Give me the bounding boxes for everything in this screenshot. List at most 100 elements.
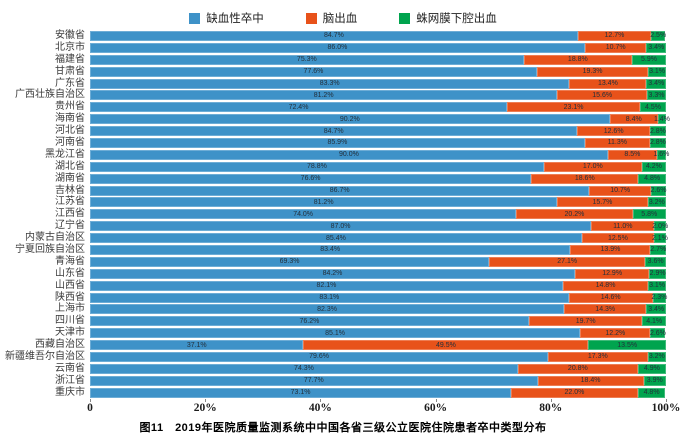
bar-segment: 90.2% [90, 114, 610, 125]
bar-segment: 81.2% [90, 197, 558, 208]
bar-segment: 2.5% [650, 30, 666, 41]
x-tick-label: 40% [308, 401, 332, 414]
y-axis-label: 湖南省 [55, 172, 85, 184]
bar-segment: 2.7% [650, 244, 666, 255]
bar-value-label: 85.1% [325, 329, 346, 337]
bar-segment: 77.6% [90, 66, 537, 77]
x-tick-mark [435, 398, 437, 402]
y-axis-label: 江西省 [55, 208, 85, 220]
bar-value-label: 84.2% [322, 270, 343, 278]
y-axis-label: 内蒙古自治区 [25, 232, 85, 244]
bar-value-label: 14.8% [595, 282, 616, 290]
bar-value-label: 4.8% [643, 389, 660, 397]
bar-segment: 18.8% [523, 54, 632, 65]
bar-value-label: 2.1% [651, 234, 668, 242]
bar-segment: 72.4% [90, 102, 508, 113]
y-axis-label: 新疆维吾尔自治区 [5, 350, 85, 362]
bar-value-label: 15.7% [592, 198, 613, 206]
bar-row: 四川省 76.2% 19.7% 4.1% [0, 315, 666, 327]
bar-segment: 1.4% [654, 114, 670, 125]
bar-track: 75.3% 18.8% 5.9% [90, 54, 666, 65]
y-axis-label: 西藏自治区 [35, 339, 85, 351]
bar-segment: 82.3% [90, 304, 565, 315]
bar-value-label: 3.4% [648, 80, 665, 87]
bar-segment: 3.4% [646, 78, 666, 89]
y-axis-label: 浙江省 [55, 374, 85, 386]
bar-value-label: 85.9% [327, 139, 348, 147]
bar-value-label: 77.6% [303, 68, 324, 76]
bar-segment: 3.2% [647, 197, 667, 208]
bar-row: 河南省 85.9% 11.3% 2.8% [0, 137, 666, 149]
bar-value-label: 15.6% [592, 91, 613, 99]
bar-segment: 3.6% [645, 256, 666, 267]
bar-segment: 84.2% [90, 268, 575, 279]
bar-segment: 18.6% [531, 173, 639, 184]
bar-value-label: 19.3% [582, 68, 603, 76]
bar-value-label: 90.2% [339, 115, 360, 123]
bar-value-label: 20.8% [567, 365, 588, 373]
bar-value-label: 3.4% [648, 44, 665, 52]
bar-segment: 4.5% [640, 102, 666, 113]
y-axis-label: 陕西省 [55, 291, 85, 303]
bar-value-label: 5.8% [641, 210, 658, 218]
bar-row: 广东省 83.3% 13.4% 3.4% [0, 78, 666, 90]
bar-value-label: 3.1% [649, 282, 666, 290]
legend-swatch-icon [189, 12, 201, 24]
bar-segment: 2.8% [649, 126, 666, 137]
y-axis-label: 河南省 [55, 136, 85, 148]
legend-item: 脑出血 [305, 10, 357, 26]
bar-segment: 12.2% [580, 328, 651, 339]
bar-segment: 11.0% [591, 221, 655, 232]
x-tick-mark [666, 398, 667, 402]
bar-segment: 1.6% [653, 149, 669, 160]
bar-segment: 3.9% [643, 375, 666, 386]
bar-value-label: 18.6% [574, 175, 595, 183]
bar-row: 贵州省 72.4% 23.1% 4.5% [0, 101, 666, 113]
chart-rows: 安徽省 84.7% 12.7% 2.5% 北京市 86.0% 10.7% 3.4% 福建省 75.… [0, 30, 670, 399]
chart-caption: 图11 2019年医院质量监测系统中中国各省三级公立医院住院患者卒中类型分布 [139, 421, 547, 434]
bar-track: 90.0% 8.5% 1.6% [90, 149, 669, 160]
bar-segment: 84.7% [90, 30, 578, 41]
bar-segment: 83.4% [90, 244, 571, 255]
bar-segment: 85.9% [90, 137, 585, 148]
bar-track: 69.3% 27.1% 3.6% [90, 256, 666, 267]
x-tick-mark [550, 398, 552, 402]
bar-value-label: 73.1% [290, 389, 311, 397]
bar-segment: 12.6% [577, 126, 650, 137]
chart: 安徽省 84.7% 12.7% 2.5% 北京市 86.0% 10.7% 3.4% 福建省 75.… [0, 30, 686, 416]
bar-segment: 4.1% [642, 316, 666, 327]
bar-segment: 22.0% [511, 387, 638, 398]
bar-value-label: 4.2% [645, 163, 662, 171]
bar-segment: 17.0% [543, 161, 642, 172]
bar-track: 85.1% 12.2% 2.6% [90, 328, 666, 339]
bar-segment: 19.7% [528, 316, 643, 327]
bar-value-label: 27.1% [557, 258, 578, 266]
bar-segment: 14.8% [562, 280, 649, 291]
bar-value-label: 3.4% [648, 305, 665, 313]
bar-value-label: 74.0% [293, 210, 314, 218]
bar-segment: 86.7% [90, 185, 590, 196]
bar-row: 河北省 84.7% 12.6% 2.8% [0, 125, 666, 137]
bar-value-label: 83.1% [319, 294, 340, 302]
bar-segment: 4.2% [641, 161, 666, 172]
bar-value-label: 8.4% [625, 115, 642, 123]
bar-row: 内蒙古自治区 85.4% 12.5% 2.1% [0, 232, 668, 244]
bar-value-label: 2.9% [649, 270, 666, 278]
bar-value-label: 12.6% [603, 127, 624, 135]
bar-value-label: 4.9% [643, 365, 660, 373]
bar-row: 江苏省 81.2% 15.7% 3.2% [0, 196, 667, 208]
bar-value-label: 10.7% [610, 187, 631, 195]
bar-segment: 13.4% [569, 78, 647, 89]
bar-value-label: 82.1% [316, 282, 337, 290]
bar-value-label: 5.9% [641, 56, 657, 64]
bar-value-label: 14.3% [595, 305, 616, 313]
bar-segment: 83.1% [90, 292, 569, 303]
bar-track: 86.0% 10.7% 3.4% [90, 42, 666, 53]
bar-segment: 8.5% [607, 149, 657, 160]
y-axis-label: 重庆市 [55, 386, 85, 398]
bar-value-label: 20.2% [564, 210, 585, 218]
bar-row: 广西壮族自治区 81.2% 15.6% 3.3% [0, 89, 667, 101]
bar-row: 天津市 85.1% 12.2% 2.6% [0, 327, 666, 339]
x-tick-label: 100% [651, 401, 681, 414]
bar-value-label: 2.0% [652, 222, 669, 230]
